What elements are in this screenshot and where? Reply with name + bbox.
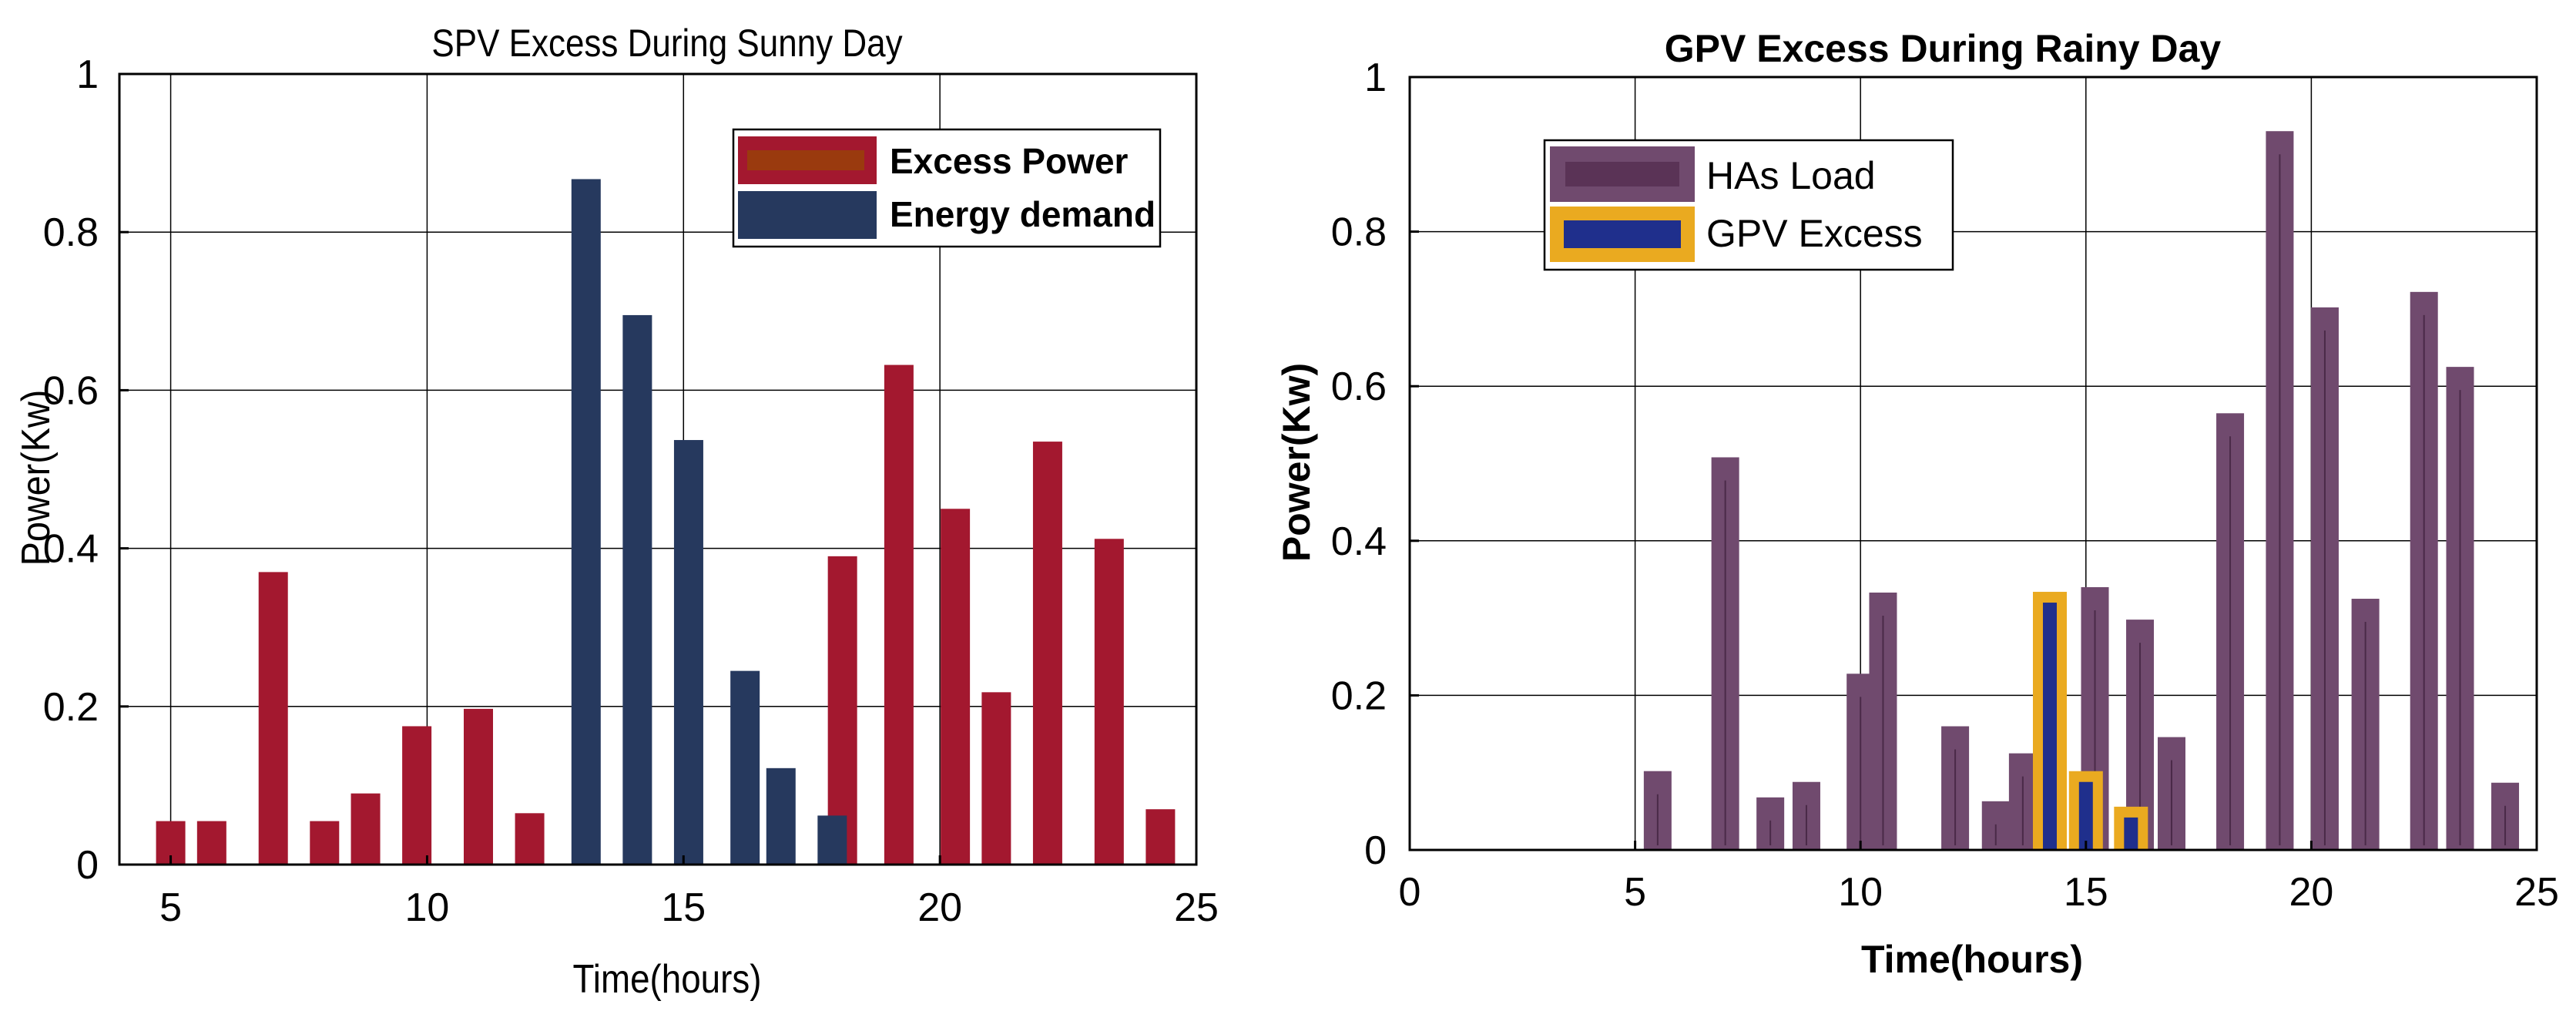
legend-swatch-gpv-excess-inner	[1564, 220, 1681, 248]
sunny-day-chart: 5 10 15 20 25 0 0.2 0.4 0.6 0.8 1 SPV Excess Durin…	[14, 21, 1219, 1001]
x-tick-label: 0	[1399, 870, 1421, 915]
excess-power-bar	[464, 708, 493, 865]
y-tick-label: 0	[76, 843, 99, 888]
y-tick-label: 0.2	[43, 685, 99, 730]
plot-frame	[118, 72, 1198, 866]
legend-swatch-has-load-inner	[1565, 162, 1679, 186]
x-tick-label: 5	[159, 885, 182, 930]
x-axis-label: Time(hours)	[573, 957, 762, 1001]
x-tick-label: 20	[917, 885, 962, 930]
energy-demand-bar	[766, 767, 796, 865]
excess-power-bar	[310, 821, 340, 865]
gpv-excess-bar	[2042, 603, 2057, 850]
energy-demand-bar	[622, 314, 652, 865]
excess-power-bar	[1094, 539, 1124, 865]
energy-demand-bar	[730, 670, 760, 865]
excess-power-bar	[515, 813, 545, 865]
excess-power-bar	[351, 793, 381, 865]
x-tick-label: 10	[405, 885, 450, 930]
x-tick-label: 15	[2064, 870, 2108, 915]
tick-labels: 0 5 10 15 20 25 0 0.2 0.4 0.6 0.8 1	[1331, 55, 2559, 915]
chart-title: SPV Excess During Sunny Day	[431, 21, 903, 64]
bars	[1643, 131, 2520, 851]
excess-power-bar	[1032, 442, 1062, 865]
legend-swatch-excess-power-inner	[747, 150, 864, 170]
y-tick-label: 0.2	[1331, 673, 1387, 718]
y-axis-label: Power(Kw)	[1275, 363, 1318, 562]
x-tick-label: 20	[2289, 870, 2333, 915]
excess-power-bar	[884, 364, 914, 865]
x-tick-label: 5	[1624, 870, 1646, 915]
legend-label-gpv-excess: GPV Excess	[1706, 212, 1923, 255]
legend-label-has-load: HAs Load	[1706, 154, 1876, 197]
y-tick-label: 0.4	[43, 527, 99, 572]
y-tick-label: 0.8	[43, 210, 99, 255]
y-tick-label: 0.8	[1331, 210, 1387, 255]
legend: HAs Load GPV Excess	[1543, 139, 1954, 271]
gpv-excess-bar	[2078, 781, 2093, 850]
x-axis-label: Time(hours)	[1861, 938, 2083, 981]
bars	[156, 179, 1176, 865]
energy-demand-bar	[673, 440, 703, 865]
x-tick-label: 25	[1174, 885, 1219, 930]
tick-labels: 5 10 15 20 25 0 0.2 0.4 0.6 0.8 1	[43, 52, 1219, 930]
plot-frame	[1408, 76, 2538, 851]
energy-demand-bar	[571, 179, 601, 865]
y-tick-label: 0.6	[43, 368, 99, 413]
x-tick-label: 25	[2514, 870, 2559, 915]
rainy-day-chart: 0 5 10 15 20 25 0 0.2 0.4 0.6 0.8 1 GPV Excess Duri…	[1275, 27, 2559, 981]
excess-power-bar	[981, 692, 1011, 865]
y-tick-label: 0.4	[1331, 519, 1387, 564]
legend: Excess Power Energy demand	[732, 128, 1162, 248]
energy-demand-bar	[817, 815, 847, 865]
excess-power-bar	[258, 572, 288, 865]
x-tick-label: 10	[1838, 870, 1883, 915]
x-tick-label: 15	[661, 885, 706, 930]
chart-title: GPV Excess During Rainy Day	[1665, 27, 2222, 70]
excess-power-bar	[196, 821, 226, 865]
legend-label-excess-power: Excess Power	[890, 141, 1129, 181]
y-tick-label: 0	[1364, 828, 1387, 873]
excess-power-bar	[1145, 809, 1176, 865]
excess-power-bar	[941, 509, 971, 865]
legend-swatch-energy-demand	[738, 191, 877, 239]
y-tick-label: 1	[1364, 55, 1387, 100]
excess-power-bar	[402, 726, 432, 865]
y-axis-label: Power(Kw)	[14, 390, 59, 566]
y-tick-label: 1	[76, 52, 99, 97]
y-tick-label: 0.6	[1331, 364, 1387, 409]
legend-label-energy-demand: Energy demand	[890, 194, 1156, 234]
excess-power-bar	[827, 556, 857, 865]
gpv-excess-bar	[2124, 817, 2138, 850]
